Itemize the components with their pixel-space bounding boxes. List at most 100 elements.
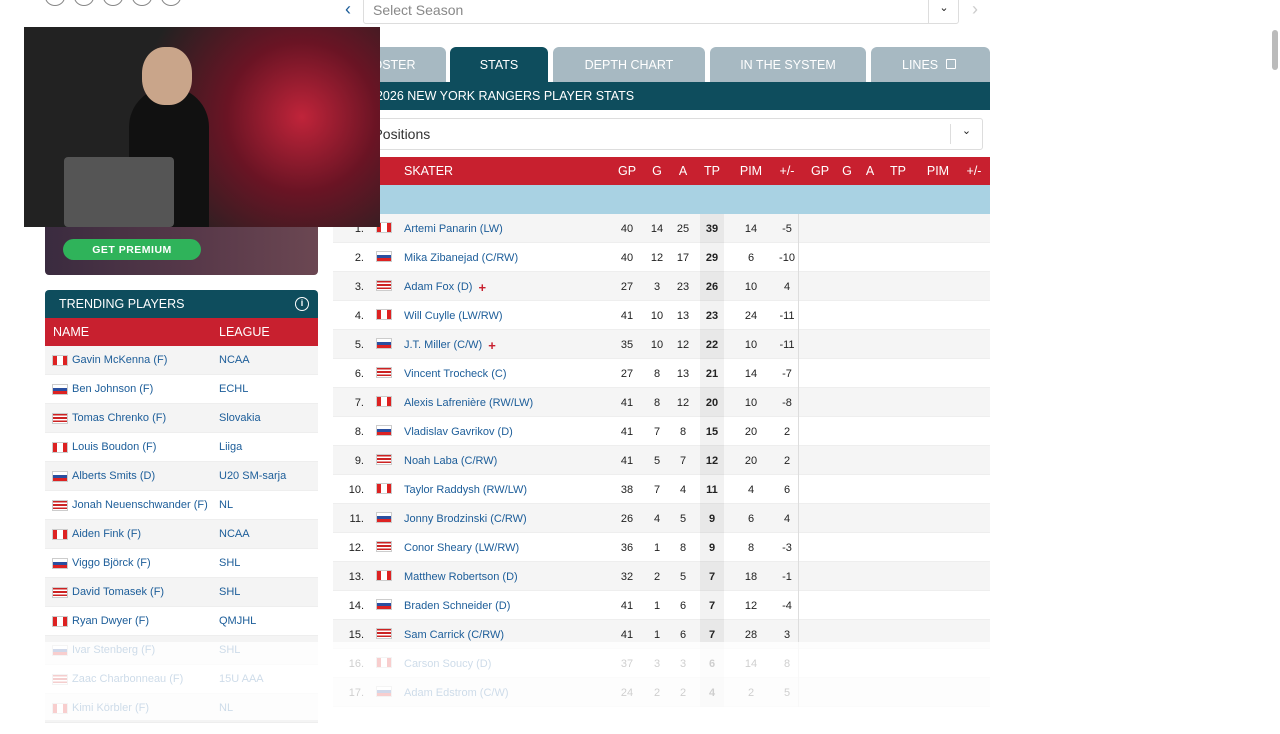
column-divider [798, 562, 799, 591]
player-name[interactable]: Sam Carrick (C/RW) [404, 629, 505, 641]
social-icon[interactable] [161, 0, 181, 6]
column-header[interactable]: GP [810, 164, 830, 178]
tab[interactable]: LINES [871, 47, 990, 82]
stat-value: 6 [783, 484, 791, 496]
player-name[interactable]: David Tomasek (F) [72, 586, 165, 598]
column-header[interactable]: TP [890, 164, 906, 178]
flag [52, 442, 68, 453]
column-header[interactable]: A [865, 164, 875, 178]
social-icon[interactable] [45, 0, 65, 6]
player-name[interactable]: J.T. Miller (C/W) [404, 339, 483, 351]
stat-value: 40 [620, 223, 634, 235]
league[interactable]: NL [219, 499, 234, 511]
player-name[interactable]: Braden Schneider (D) [404, 600, 511, 612]
stat-value: 10 [650, 339, 664, 351]
stats-row [333, 562, 990, 591]
stat-value: 18 [744, 571, 758, 583]
league[interactable]: NCAA [219, 354, 250, 366]
league[interactable]: Liiga [219, 441, 243, 453]
season-select[interactable] [363, 0, 959, 24]
rank: 2. [354, 252, 364, 264]
player-name[interactable]: Alberts Smits (D) [72, 470, 156, 482]
player-name[interactable]: Ben Johnson (F) [72, 383, 154, 395]
column-divider [798, 504, 799, 533]
column-header[interactable]: A [678, 164, 688, 178]
league[interactable]: SHL [219, 586, 241, 598]
player-name[interactable]: Vladislav Gavrikov (D) [404, 426, 513, 438]
laptop [64, 157, 174, 227]
player-name[interactable]: Vincent Trocheck (C) [404, 368, 507, 380]
player-name[interactable]: Noah Laba (C/RW) [404, 455, 498, 467]
column-header[interactable]: G [842, 164, 852, 178]
column-divider [798, 301, 799, 330]
column-header[interactable]: PIM [926, 164, 950, 178]
player-name[interactable]: Conor Sheary (LW/RW) [404, 542, 520, 554]
league[interactable]: ECHL [219, 383, 249, 395]
stat-value: 23 [705, 310, 719, 322]
league[interactable]: Slovakia [219, 412, 261, 424]
player-name[interactable]: Adam Fox (D) [404, 281, 473, 293]
player-name[interactable]: Alexis Lafrenière (RW/LW) [404, 397, 534, 409]
position-select[interactable] [341, 118, 983, 150]
stat-value: 21 [705, 368, 719, 380]
webcam-overlay [24, 27, 380, 227]
column-header[interactable]: G [652, 164, 662, 178]
player-name[interactable]: Will Cuylle (LW/RW) [404, 310, 503, 322]
stat-value: 6 [679, 600, 687, 612]
player-name[interactable]: Gavin McKenna (F) [72, 354, 168, 366]
tab[interactable]: IN THE SYSTEM [710, 47, 866, 82]
scrollbar[interactable] [1272, 30, 1278, 70]
player-name[interactable]: Aiden Fink (F) [72, 528, 142, 540]
social-icon[interactable] [103, 0, 123, 6]
league[interactable]: NCAA [219, 528, 250, 540]
flag [376, 599, 392, 610]
player-name[interactable]: Tomas Chrenko (F) [72, 412, 167, 424]
player-name[interactable]: Matthew Robertson (D) [404, 571, 518, 583]
player-name[interactable]: Viggo Björck (F) [72, 557, 151, 569]
stat-value: 27 [620, 368, 634, 380]
tab-active[interactable]: STATS [450, 47, 548, 82]
season-placeholder: Select Season [373, 2, 464, 18]
stat-value: 41 [620, 629, 634, 641]
info-icon[interactable]: i [295, 297, 309, 311]
column-header[interactable]: GP [617, 164, 637, 178]
column-header[interactable]: PIM [739, 164, 763, 178]
stat-value: 40 [620, 252, 634, 264]
league[interactable]: U20 SM-sarja [219, 470, 287, 482]
column-header[interactable]: +/- [779, 164, 795, 178]
flag [376, 338, 392, 349]
dropdown-arrow: ⌄ [950, 124, 982, 144]
player-name[interactable]: Mika Zibanejad (C/RW) [404, 252, 519, 264]
tab[interactable]: DEPTH CHART [553, 47, 705, 82]
column-header[interactable]: TP [704, 164, 720, 178]
flag [376, 628, 392, 639]
social-icon[interactable] [132, 0, 152, 6]
stat-value: 7 [708, 629, 716, 641]
flag [376, 541, 392, 552]
player-name[interactable]: Jonny Brodzinski (C/RW) [404, 513, 527, 525]
stat-value: 10 [744, 339, 758, 351]
flag [376, 280, 392, 291]
player-name[interactable]: Ryan Dwyer (F) [72, 615, 150, 627]
social-icon[interactable] [74, 0, 94, 6]
flag [376, 570, 392, 581]
player-name[interactable]: Taylor Raddysh (RW/LW) [404, 484, 528, 496]
stat-value: 12 [676, 339, 690, 351]
premium-button[interactable]: GET PREMIUM [63, 239, 201, 260]
stat-value: 20 [744, 455, 758, 467]
player-name[interactable]: Artemi Panarin (LW) [404, 223, 503, 235]
next-season[interactable]: › [972, 0, 978, 19]
stat-value: 2 [783, 455, 791, 467]
column-header[interactable]: +/- [966, 164, 982, 178]
tp-column-bg [700, 504, 724, 533]
league[interactable]: QMJHL [219, 615, 257, 627]
prev-season[interactable]: ‹ [345, 0, 351, 19]
rank: 10. [348, 484, 364, 496]
column-header: SKATER [404, 164, 454, 178]
trending-row [45, 491, 318, 520]
league[interactable]: SHL [219, 557, 241, 569]
player-name[interactable]: Jonah Neuenschwander (F) [72, 499, 208, 511]
player-name[interactable]: Louis Boudon (F) [72, 441, 157, 453]
flag [52, 587, 68, 598]
